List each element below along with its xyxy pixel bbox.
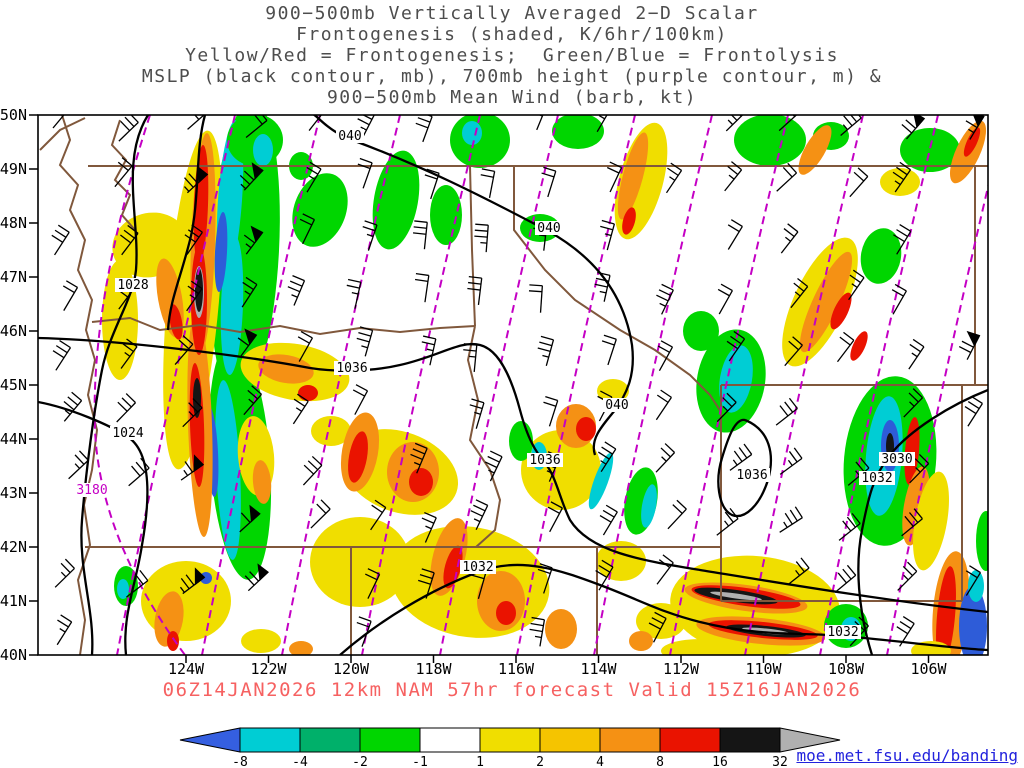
- lat-tick-label: 46N: [0, 322, 27, 340]
- lon-tick-label: 110W: [745, 660, 782, 678]
- lat-tick-label: 43N: [0, 484, 27, 502]
- lon-tick-label: 114W: [580, 660, 617, 678]
- contour-label: 3180: [76, 483, 107, 498]
- contour-labels: 1028 1024 1036 1036 1036 1032 1032 1032 3030 3180…: [74, 129, 915, 640]
- contour-label: 1036: [529, 453, 560, 468]
- colorbar-tick-label: 8: [656, 755, 664, 768]
- contour-label: 1036: [736, 468, 767, 483]
- credit-line: moe.met.fsu.edu/banding: [796, 746, 1018, 765]
- lat-tick-label: 49N: [0, 160, 27, 178]
- colorbar-tick-label: 16: [712, 755, 728, 768]
- colorbar-tick-label: 1: [476, 755, 484, 768]
- lat-tick-label: 47N: [0, 268, 27, 286]
- lon-tick-label: 122W: [250, 660, 287, 678]
- contour-label: 1036: [336, 361, 367, 376]
- title-line-4: MSLP (black contour, mb), 700mb height (…: [141, 66, 883, 87]
- contour-label: 040: [537, 221, 560, 236]
- credit-link[interactable]: moe.met.fsu.edu/banding: [796, 746, 1018, 765]
- contour-label: 1032: [462, 560, 493, 575]
- colorbar-tick-label: -8: [232, 755, 248, 768]
- forecast-valid-label: 06Z14JAN2026 12km NAM 57hr forecast Vali…: [162, 679, 862, 701]
- lat-tick-label: 40N: [0, 646, 27, 664]
- colorbar-tick-label: -1: [412, 755, 428, 768]
- lon-tick-label: 124W: [168, 660, 205, 678]
- contour-label: 1032: [861, 471, 892, 486]
- lon-tick-label: 118W: [415, 660, 452, 678]
- lat-tick-label: 41N: [0, 592, 27, 610]
- lat-tick-label: 42N: [0, 538, 27, 556]
- lat-tick-label: 45N: [0, 376, 27, 394]
- lat-tick-label: 50N: [0, 106, 27, 124]
- colorbar-tick-label: 32: [772, 755, 788, 768]
- title-line-5: 900−500mb Mean Wind (barb, kt): [326, 87, 698, 108]
- contour-label: 1028: [117, 278, 148, 293]
- colorbar-tick-label: 2: [536, 755, 544, 768]
- contour-label: 040: [338, 129, 361, 144]
- lat-tick-label: 44N: [0, 430, 27, 448]
- colorbar-tick-label: -4: [292, 755, 308, 768]
- axis-labels: 50N 49N 48N 47N 46N 45N 44N 43N 42N 41N 40N 124W 122…: [0, 106, 948, 678]
- height-contours-700mb: [93, 115, 988, 655]
- lat-tick-label: 48N: [0, 214, 27, 232]
- contour-label: 3030: [881, 452, 912, 467]
- lon-tick-label: 108W: [828, 660, 865, 678]
- colorbar-tick-label: -2: [352, 755, 368, 768]
- lon-tick-label: 116W: [498, 660, 535, 678]
- lon-tick-label: 106W: [910, 660, 947, 678]
- title-block: 900−500mb Vertically Averaged 2−D Scalar…: [0, 3, 1024, 108]
- title-line-3: Yellow/Red = Frontogenesis; Green/Blue =…: [185, 45, 839, 66]
- colorbar-tick-label: 4: [596, 755, 604, 768]
- title-line-2: Frontogenesis (shaded, K/6hr/100km): [296, 24, 728, 45]
- colorbar-legend: -8 -4 -2 -1 1 2 4 8 16 32: [179, 727, 841, 768]
- contour-label: 040: [605, 398, 628, 413]
- contour-label: 1032: [827, 625, 858, 640]
- lon-tick-label: 112W: [663, 660, 700, 678]
- title-line-1: 900−500mb Vertically Averaged 2−D Scalar: [265, 3, 759, 24]
- lon-tick-label: 120W: [333, 660, 370, 678]
- wind-barbs: [51, 115, 985, 647]
- contour-label: 1024: [112, 426, 143, 441]
